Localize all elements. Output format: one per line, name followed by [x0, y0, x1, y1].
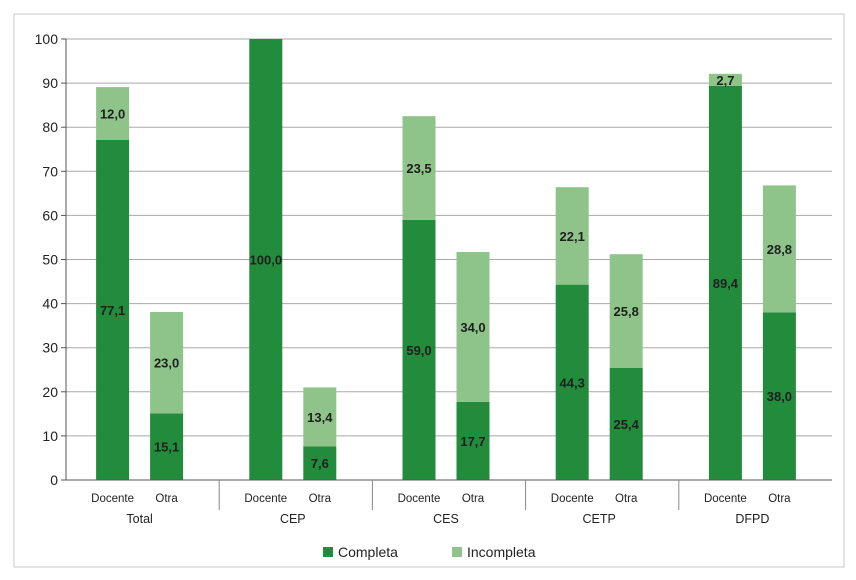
x-subcategory-label: Otra: [155, 493, 178, 505]
bar-completa-cetp-otra: [609, 367, 643, 480]
y-tick-label: 60: [42, 207, 58, 223]
y-tick-label: 70: [42, 163, 58, 179]
bar-incompleta-total-otra: [150, 311, 184, 414]
bar-completa-cep-docente: [249, 39, 283, 480]
bar-completa-ces-otra: [456, 401, 490, 480]
data-label: 23,5: [406, 161, 431, 176]
bar-incompleta-cetp-docente: [555, 187, 589, 285]
data-label: 12,0: [100, 107, 125, 122]
y-tick-label: 20: [42, 384, 58, 400]
x-subcategory-label: Docente: [551, 493, 594, 505]
y-tick-label: 30: [42, 340, 58, 356]
y-tick-label: 90: [42, 75, 58, 91]
y-tick-label: 0: [50, 472, 58, 488]
y-tick-label: 100: [35, 31, 59, 47]
x-subcategory-label: Docente: [91, 493, 134, 505]
bar-incompleta-dfpd-otra: [762, 185, 796, 313]
legend-label-incompleta: Incompleta: [467, 544, 536, 560]
bar-completa-dfpd-docente: [708, 85, 742, 480]
data-label: 25,4: [614, 417, 640, 432]
bar-incompleta-cetp-otra: [609, 254, 643, 368]
data-label: 59,0: [406, 343, 431, 358]
data-label: 22,1: [560, 229, 585, 244]
data-label: 23,0: [154, 356, 179, 371]
x-subcategory-label: Docente: [704, 493, 747, 505]
bar-incompleta-ces-docente: [402, 116, 436, 220]
x-subcategory-label: Otra: [615, 493, 638, 505]
x-subcategory-label: Docente: [244, 493, 287, 505]
data-label: 89,4: [713, 276, 739, 291]
bar-completa-ces-docente: [402, 219, 436, 480]
bar-completa-total-otra: [150, 413, 184, 480]
chart-frame: [13, 13, 845, 568]
data-label: 15,1: [154, 440, 179, 455]
y-tick-label: 10: [42, 428, 58, 444]
gridlines: [66, 38, 832, 437]
bar-incompleta-total-docente: [96, 87, 130, 140]
x-group-label: CETP: [583, 512, 616, 526]
x-group-label: Total: [126, 512, 152, 526]
data-label: 77,1: [100, 303, 125, 318]
x-group-label: DFPD: [735, 512, 769, 526]
legend-swatch-incompleta: [452, 547, 462, 557]
legend: Completa Incompleta: [323, 544, 536, 560]
data-label: 13,4: [307, 410, 333, 425]
data-label: 7,6: [311, 456, 329, 471]
x-subcategory-label: Otra: [768, 493, 791, 505]
data-label: 28,8: [767, 242, 792, 257]
bars: 77,1 12,0 15,1 23,0 100,0 7,6 13,4 59,0 23,5 17,7…: [96, 39, 796, 480]
data-label: 44,3: [560, 375, 585, 390]
bar-incompleta-dfpd-docente: [708, 73, 742, 86]
y-tick-label: 40: [42, 296, 58, 312]
data-label: 100,0: [250, 253, 283, 268]
legend-label-completa: Completa: [338, 544, 398, 560]
data-label: 34,0: [460, 320, 485, 335]
x-group-label: CEP: [280, 512, 306, 526]
bar-completa-cetp-docente: [555, 284, 589, 480]
x-subcategory-label: Docente: [398, 493, 441, 505]
x-subcategory-label: Otra: [462, 493, 485, 505]
bar-incompleta-cep-otra: [303, 387, 337, 447]
bar-completa-dfpd-otra: [762, 312, 796, 480]
data-label: 2,7: [716, 73, 734, 88]
data-label: 38,0: [767, 389, 792, 404]
data-label: 25,8: [614, 304, 639, 319]
legend-swatch-completa: [323, 547, 333, 557]
bar-completa-total-docente: [96, 139, 130, 480]
y-tick-label: 80: [42, 119, 58, 135]
x-subcategory-label: Otra: [309, 493, 332, 505]
x-group-label: CES: [433, 512, 459, 526]
data-label: 17,7: [460, 434, 485, 449]
bar-incompleta-ces-otra: [456, 252, 490, 402]
y-tick-label: 50: [42, 252, 58, 268]
bar-completa-cep-otra: [303, 446, 337, 480]
